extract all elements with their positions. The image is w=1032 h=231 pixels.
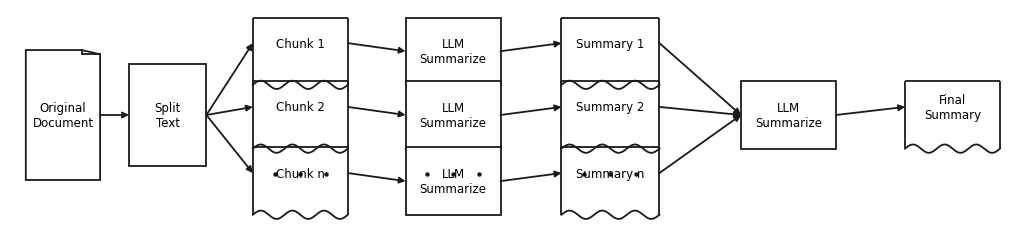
PathPatch shape — [26, 51, 100, 180]
Bar — [406, 82, 501, 149]
Text: Chunk 2: Chunk 2 — [276, 101, 325, 114]
Text: LLM
Summarize: LLM Summarize — [420, 38, 486, 66]
Bar — [741, 82, 836, 149]
Text: LLM
Summarize: LLM Summarize — [420, 167, 486, 195]
Text: Summary 2: Summary 2 — [576, 101, 645, 114]
Text: LLM
Summarize: LLM Summarize — [755, 102, 821, 129]
Text: Summary 1: Summary 1 — [576, 37, 645, 50]
Text: LLM
Summarize: LLM Summarize — [420, 102, 486, 129]
Text: Final
Summary: Final Summary — [924, 94, 981, 122]
Text: Chunk 1: Chunk 1 — [276, 37, 325, 50]
Text: Summary n: Summary n — [576, 167, 645, 180]
Bar — [129, 65, 206, 166]
Text: Original
Document: Original Document — [32, 102, 94, 129]
Bar — [406, 18, 501, 85]
Text: Split
Text: Split Text — [155, 102, 181, 129]
Text: Chunk n: Chunk n — [276, 167, 325, 180]
Bar — [406, 148, 501, 215]
